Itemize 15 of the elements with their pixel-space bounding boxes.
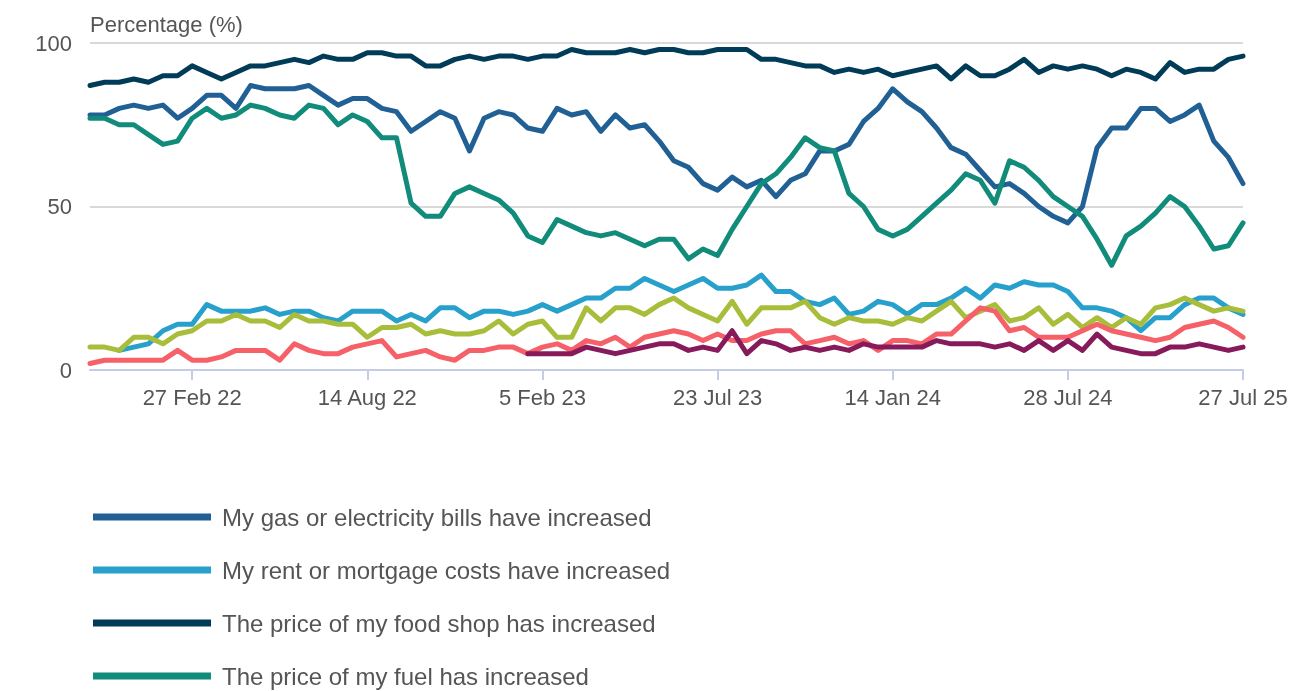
x-tick-label: 5 Feb 23	[499, 384, 586, 410]
y-tick-label: 100	[35, 30, 72, 56]
y-axis-title: Percentage (%)	[90, 11, 243, 37]
legend-label: The price of my food shop has increased	[222, 609, 656, 637]
y-tick-label: 50	[47, 194, 72, 219]
x-tick-label: 27 Feb 22	[142, 384, 242, 410]
legend-label: The price of my fuel has increased	[222, 662, 589, 690]
x-tick-label: 14 Aug 22	[317, 384, 417, 410]
legend-label: My rent or mortgage costs have increased	[222, 556, 671, 584]
y-tick-label: 0	[59, 357, 72, 383]
legend-label: My gas or electricity bills have increased	[222, 503, 652, 531]
x-tick-label: 27 Jul 25	[1198, 384, 1288, 410]
x-tick-label: 14 Jan 24	[844, 384, 942, 410]
x-tick-label: 23 Jul 23	[672, 384, 763, 410]
x-tick-label: 28 Jul 24	[1023, 384, 1113, 410]
